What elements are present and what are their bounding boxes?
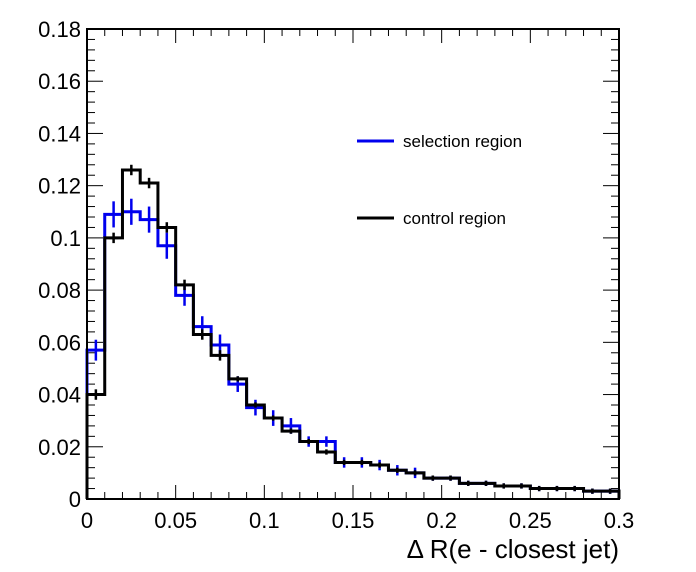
series-layer: [85, 164, 621, 499]
y-tick-label: 0.12: [38, 174, 81, 199]
series-step-line: [85, 168, 621, 499]
y-tick-label: 0: [69, 487, 81, 512]
plot-frame: [86, 28, 620, 500]
x-tick-label: 0.15: [332, 508, 375, 533]
axis-ticks: [86, 28, 620, 500]
y-tick-label: 0.02: [38, 435, 81, 460]
y-tick-label: 0.04: [38, 383, 81, 408]
y-tick-label: 0.16: [38, 69, 81, 94]
x-tick-label: 0.1: [249, 508, 280, 533]
x-tick-label: 0: [81, 508, 93, 533]
legend-label: selection region: [403, 132, 522, 151]
x-tick-label: 0.05: [154, 508, 197, 533]
tick-labels: 0 0.02 0.04 0.06 0.08 0.1 0.12 0.14 0.16 0.18 0 0.0…: [38, 17, 634, 533]
y-tick-label: 0.08: [38, 278, 81, 303]
y-tick-label: 0.06: [38, 330, 81, 355]
x-tick-label: 0.25: [509, 508, 552, 533]
legend: selection region control region: [357, 132, 522, 228]
y-tick-label: 0.1: [50, 226, 81, 251]
x-axis-title: Δ R(e - closest jet): [407, 534, 619, 564]
x-tick-label: 0.3: [604, 508, 635, 533]
x-tick-label: 0.2: [426, 508, 457, 533]
series-control-region: [85, 164, 621, 499]
legend-label: control region: [403, 209, 506, 228]
y-tick-label: 0.14: [38, 121, 81, 146]
y-tick-label: 0.18: [38, 17, 81, 42]
